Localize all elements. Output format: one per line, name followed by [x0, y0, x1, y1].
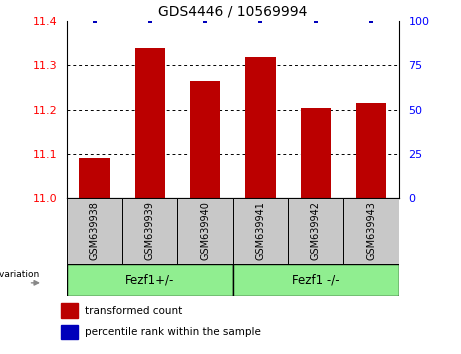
Text: GSM639938: GSM639938 — [89, 201, 100, 261]
Text: transformed count: transformed count — [85, 306, 183, 316]
Bar — [245, 57, 276, 198]
Point — [201, 18, 209, 24]
Point — [146, 18, 154, 24]
Point — [91, 18, 98, 24]
Text: GSM639941: GSM639941 — [255, 201, 266, 261]
Bar — [288, 198, 343, 264]
Bar — [67, 198, 122, 264]
Bar — [233, 198, 288, 264]
Point — [257, 18, 264, 24]
Text: Fezf1 -/-: Fezf1 -/- — [292, 273, 340, 286]
Bar — [190, 81, 220, 198]
Text: genotype/variation: genotype/variation — [0, 270, 39, 279]
Point — [312, 18, 319, 24]
Bar — [343, 198, 399, 264]
Point — [367, 18, 375, 24]
Bar — [356, 103, 386, 198]
Title: GDS4446 / 10569994: GDS4446 / 10569994 — [158, 5, 307, 19]
Bar — [122, 198, 177, 264]
Text: GSM639942: GSM639942 — [311, 201, 321, 261]
Bar — [61, 303, 78, 318]
Bar — [79, 158, 110, 198]
Text: GSM639939: GSM639939 — [145, 201, 155, 261]
Bar — [61, 325, 78, 339]
Bar — [67, 264, 233, 296]
Bar — [301, 108, 331, 198]
Text: GSM639943: GSM639943 — [366, 201, 376, 261]
Text: Fezf1+/-: Fezf1+/- — [125, 273, 175, 286]
Bar — [233, 264, 399, 296]
Text: GSM639940: GSM639940 — [200, 201, 210, 261]
Text: percentile rank within the sample: percentile rank within the sample — [85, 327, 261, 337]
Bar — [177, 198, 233, 264]
Bar — [135, 48, 165, 198]
